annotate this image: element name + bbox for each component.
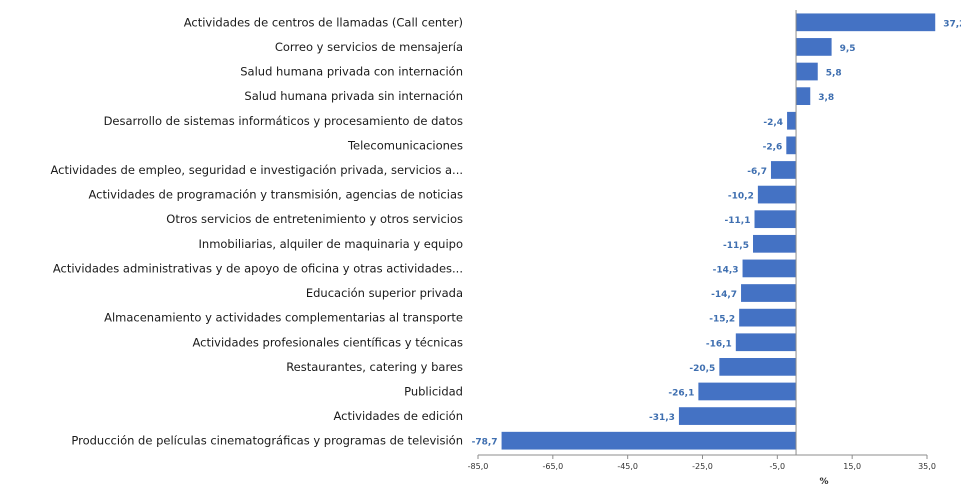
category-label-5: Desarrollo de sistemas informáticos y pr… <box>104 114 463 128</box>
value-label-10: -11,5 <box>723 241 749 251</box>
value-label-13: -15,2 <box>709 315 735 325</box>
bar-10 <box>753 234 797 253</box>
category-label-8: Actividades de programación y transmisió… <box>88 188 463 202</box>
bar-16 <box>698 382 797 401</box>
x-tick-label-2: -65,0 <box>542 462 563 471</box>
value-label-9: -11,1 <box>725 216 751 226</box>
value-label-4: 3,8 <box>818 93 834 103</box>
category-label-1: Actividades de centros de llamadas (Call… <box>184 15 463 29</box>
category-label-10: Inmobiliarias, alquiler de maquinaria y … <box>199 237 463 251</box>
bar-17 <box>678 407 797 425</box>
bar-1 <box>796 13 936 32</box>
bar-7 <box>770 161 797 179</box>
category-label-4: Salud humana privada sin internación <box>244 89 463 103</box>
x-tick-label-7: 35,0 <box>918 462 936 471</box>
bar-6 <box>786 136 797 155</box>
value-label-7: -6,7 <box>747 167 767 177</box>
bar-3 <box>796 62 818 81</box>
value-label-18: -78,7 <box>472 438 498 448</box>
value-label-8: -10,2 <box>728 192 754 202</box>
bar-14 <box>735 333 797 352</box>
category-label-15: Restaurantes, catering y bares <box>286 360 463 374</box>
category-label-12: Educación superior privada <box>306 286 463 300</box>
x-tick-label-6: 15,0 <box>843 462 861 471</box>
category-label-9: Otros servicios de entretenimiento y otr… <box>166 212 463 226</box>
x-axis: -85,0 -65,0 -45,0 -25,0 -5,0 15,0 35,0% <box>468 10 936 487</box>
value-label-12: -14,7 <box>711 290 737 300</box>
category-label-13: Almacenamiento y actividades complementa… <box>104 311 463 325</box>
x-axis-title: % <box>819 477 828 487</box>
value-label-6: -2,6 <box>763 142 783 152</box>
category-label-3: Salud humana privada con internación <box>240 65 463 79</box>
category-label-11: Actividades administrativas y de apoyo d… <box>53 261 463 275</box>
value-label-2: 9,5 <box>840 44 856 54</box>
bars-layer <box>501 13 936 450</box>
category-labels-layer: Actividades de centros de llamadas (Call… <box>50 15 463 447</box>
bar-15 <box>719 358 797 376</box>
bar-18 <box>501 431 797 450</box>
x-tick-label-5: -5,0 <box>770 462 786 471</box>
bar-8 <box>757 185 797 204</box>
x-tick-label-1: -85,0 <box>468 462 489 471</box>
bar-13 <box>739 308 797 327</box>
category-label-14: Actividades profesionales científicas y … <box>192 335 463 349</box>
category-label-6: Telecomunicaciones <box>347 138 463 152</box>
category-label-18: Producción de películas cinematográficas… <box>71 434 463 448</box>
bar-9 <box>754 210 797 229</box>
category-label-16: Publicidad <box>404 384 463 398</box>
x-tick-label-4: -25,0 <box>692 462 713 471</box>
value-label-17: -31,3 <box>649 413 675 423</box>
bar-5 <box>787 111 797 130</box>
category-label-7: Actividades de empleo, seguridad e inves… <box>50 163 463 177</box>
value-labels-layer: 37,2 9,5 5,8 3,8 -2,4 -2,6 -6,7 -10,2 -11,1 -11,5… <box>472 19 961 447</box>
value-label-5: -2,4 <box>763 118 783 128</box>
value-label-16: -26,1 <box>668 388 694 398</box>
value-label-1: 37,2 <box>943 19 961 29</box>
bar-12 <box>741 284 797 302</box>
value-label-15: -20,5 <box>689 364 715 374</box>
bar-2 <box>796 38 832 56</box>
category-label-17: Actividades de edición <box>333 409 463 423</box>
category-label-2: Correo y servicios de mensajería <box>275 40 463 54</box>
bar-4 <box>796 87 811 105</box>
value-label-11: -14,3 <box>713 265 739 275</box>
value-label-3: 5,8 <box>826 69 842 79</box>
bar-11 <box>742 259 797 278</box>
value-label-14: -16,1 <box>706 339 732 349</box>
x-tick-label-3: -45,0 <box>617 462 638 471</box>
